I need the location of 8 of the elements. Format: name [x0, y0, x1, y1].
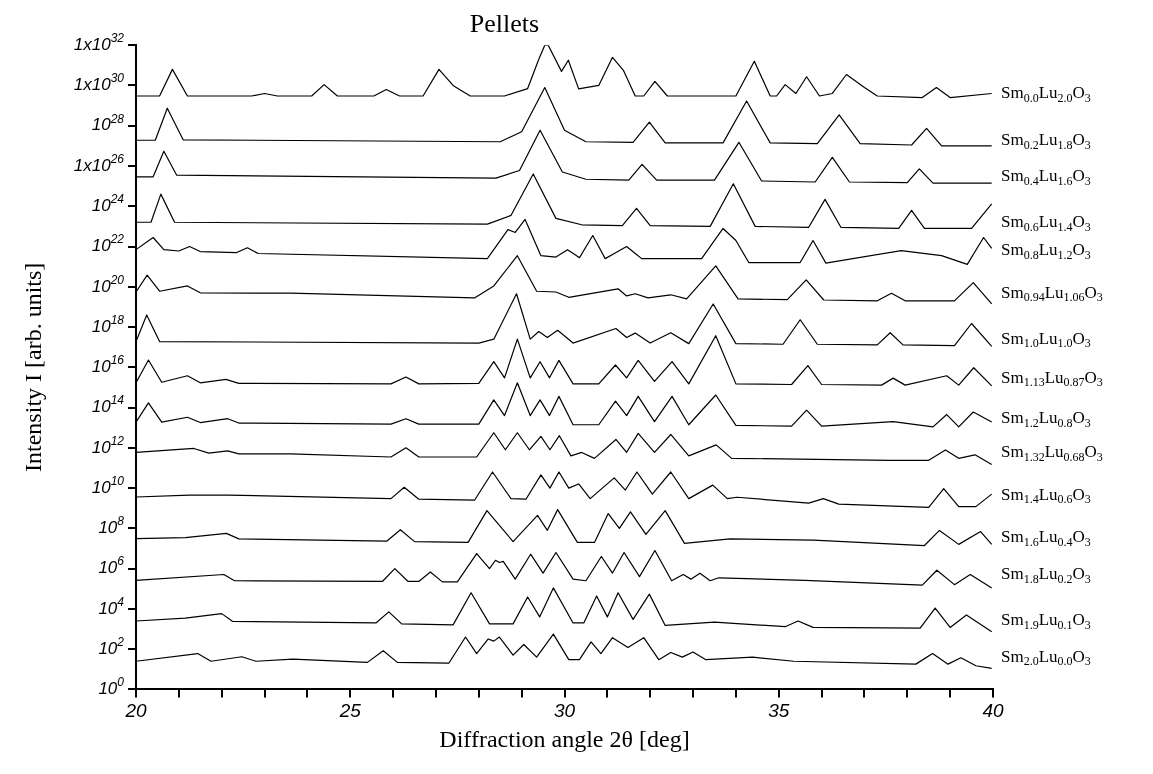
x-tick-label: 20 — [124, 700, 147, 722]
y-axis-title: Intensity I [arb. units] — [19, 262, 46, 472]
x-tick-label: 30 — [553, 700, 576, 722]
x-tick-label: 40 — [982, 700, 1004, 722]
chart-title: Pellets — [469, 9, 540, 39]
x-tick-label: 25 — [338, 700, 362, 722]
x-tick-label: 35 — [768, 700, 790, 722]
x-axis-title: Diffraction angle 2θ [deg] — [439, 725, 690, 752]
